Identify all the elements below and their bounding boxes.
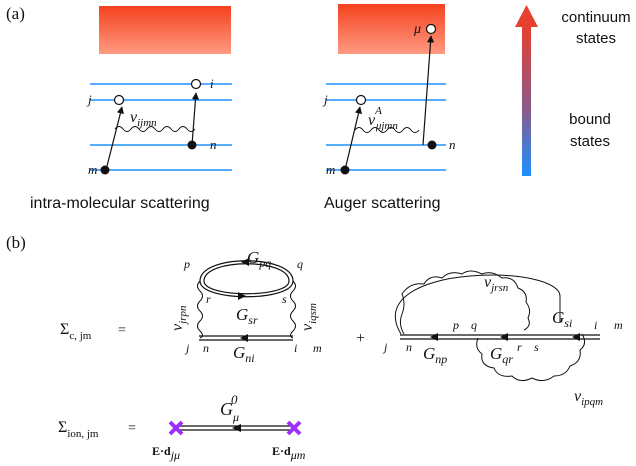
level-label-m: m — [326, 162, 335, 177]
bound-label: bound — [569, 111, 611, 128]
dipole-label-right: E·dμm — [272, 444, 306, 462]
interaction-wiggle-top — [399, 270, 531, 335]
panel-a-label: (a) — [6, 4, 25, 23]
G-pq-label: Gpq — [247, 248, 271, 270]
electron-state — [340, 165, 350, 175]
energy-legend: continuum states bound states — [515, 5, 631, 176]
level-label-j: j — [322, 92, 328, 107]
coulomb-interaction-line — [114, 126, 196, 132]
level-label-n: n — [210, 137, 217, 152]
continuum-label: continuum — [561, 9, 630, 26]
transition-arrow — [105, 106, 124, 171]
plus-sign: + — [356, 330, 365, 347]
sigma-c-symbol: Σc, jm — [60, 321, 92, 342]
interaction-line — [394, 274, 561, 335]
index-q: q — [297, 257, 303, 271]
auger-caption: Auger scattering — [324, 195, 441, 212]
index-q: q — [471, 318, 477, 332]
index-m: m — [614, 318, 623, 332]
G-sr-label: Gsr — [236, 305, 258, 327]
G-ni-label: Gni — [233, 343, 255, 365]
electron-state — [100, 165, 110, 175]
index-m: m — [313, 341, 322, 355]
propagator-arrow — [238, 292, 246, 300]
intra-molecular-diagram: j i n m vijmn — [86, 6, 232, 177]
equals-sign: = — [118, 323, 126, 338]
G-np-label: Gnp — [423, 344, 447, 366]
gradient-bar — [522, 26, 531, 176]
level-label-j: j — [86, 92, 92, 107]
equals-sign: = — [128, 421, 136, 436]
hole-state — [190, 78, 202, 90]
sigma-c-diagram-right: vjrsn vipqm Gnp Gqr Gsi j n p q r s i m — [382, 270, 623, 408]
coupling-label: vA μjmn — [368, 105, 398, 132]
G-si-label: Gsi — [552, 308, 572, 330]
level-label-n: n — [449, 137, 456, 152]
propagator-line — [203, 280, 290, 295]
transition-arrow — [422, 35, 435, 146]
transition-arrow — [191, 92, 200, 146]
G-mu-label: Gμ0 — [220, 392, 239, 424]
index-p: p — [452, 318, 459, 332]
level-label-m: m — [88, 162, 97, 177]
index-i: i — [294, 341, 297, 355]
level-label-i: i — [210, 76, 214, 91]
coulomb-interaction-line — [354, 127, 420, 133]
continuum-block — [99, 6, 231, 54]
interaction-line — [290, 280, 296, 339]
v-left-label: vjrpn — [169, 305, 189, 331]
field-vertex-cross — [168, 420, 184, 436]
dipole-label-left: E·djμ — [152, 444, 180, 462]
index-n: n — [406, 340, 412, 354]
field-vertex-cross — [286, 420, 302, 436]
continuum-label: states — [576, 30, 616, 47]
propagator-arrow — [232, 424, 241, 432]
propagator-arrow — [572, 333, 580, 341]
hole-state — [355, 94, 367, 106]
index-p: p — [183, 257, 190, 271]
propagator-line — [199, 280, 294, 298]
G-qr-label: Gqr — [490, 344, 513, 366]
index-r: r — [206, 292, 211, 306]
interaction-line — [197, 280, 203, 339]
electron-state — [187, 140, 197, 150]
sigma-c-diagram-left: Gpq Gsr Gni vjrpn viqsm p q r s j n i m — [169, 248, 322, 365]
sigma-ion-diagram: Gμ0 E·djμ E·dμm — [152, 392, 306, 462]
continuum-state — [425, 23, 437, 35]
propagator-arrow — [430, 333, 438, 341]
arrow-head — [515, 5, 538, 27]
intra-caption: intra-molecular scattering — [30, 195, 210, 212]
v-right-label: viqsm — [299, 303, 319, 331]
hole-state — [113, 94, 125, 106]
sigma-ion-symbol: Σion, jm — [58, 419, 99, 440]
propagator-arrow — [241, 258, 249, 266]
v-bottom-label: vipqm — [574, 388, 603, 408]
transition-arrow — [344, 106, 363, 171]
coupling-label: vijmn — [130, 109, 157, 129]
index-j: j — [184, 341, 190, 355]
propagator-arrow — [240, 334, 248, 342]
index-n: n — [203, 341, 209, 355]
v-top-label: vjrsn — [484, 274, 509, 294]
index-s: s — [282, 292, 287, 306]
index-r: r — [517, 340, 522, 354]
auger-diagram: μ j n m vA μjmn — [322, 4, 456, 177]
index-s: s — [534, 340, 539, 354]
panel-b-label: (b) — [6, 233, 26, 252]
electron-state — [427, 140, 437, 150]
bound-label: states — [570, 133, 610, 150]
index-i: i — [594, 318, 597, 332]
interaction-wiggle-bottom — [476, 333, 586, 382]
index-j: j — [382, 340, 388, 354]
level-label-mu: μ — [413, 22, 421, 37]
propagator-arrow — [500, 333, 508, 341]
